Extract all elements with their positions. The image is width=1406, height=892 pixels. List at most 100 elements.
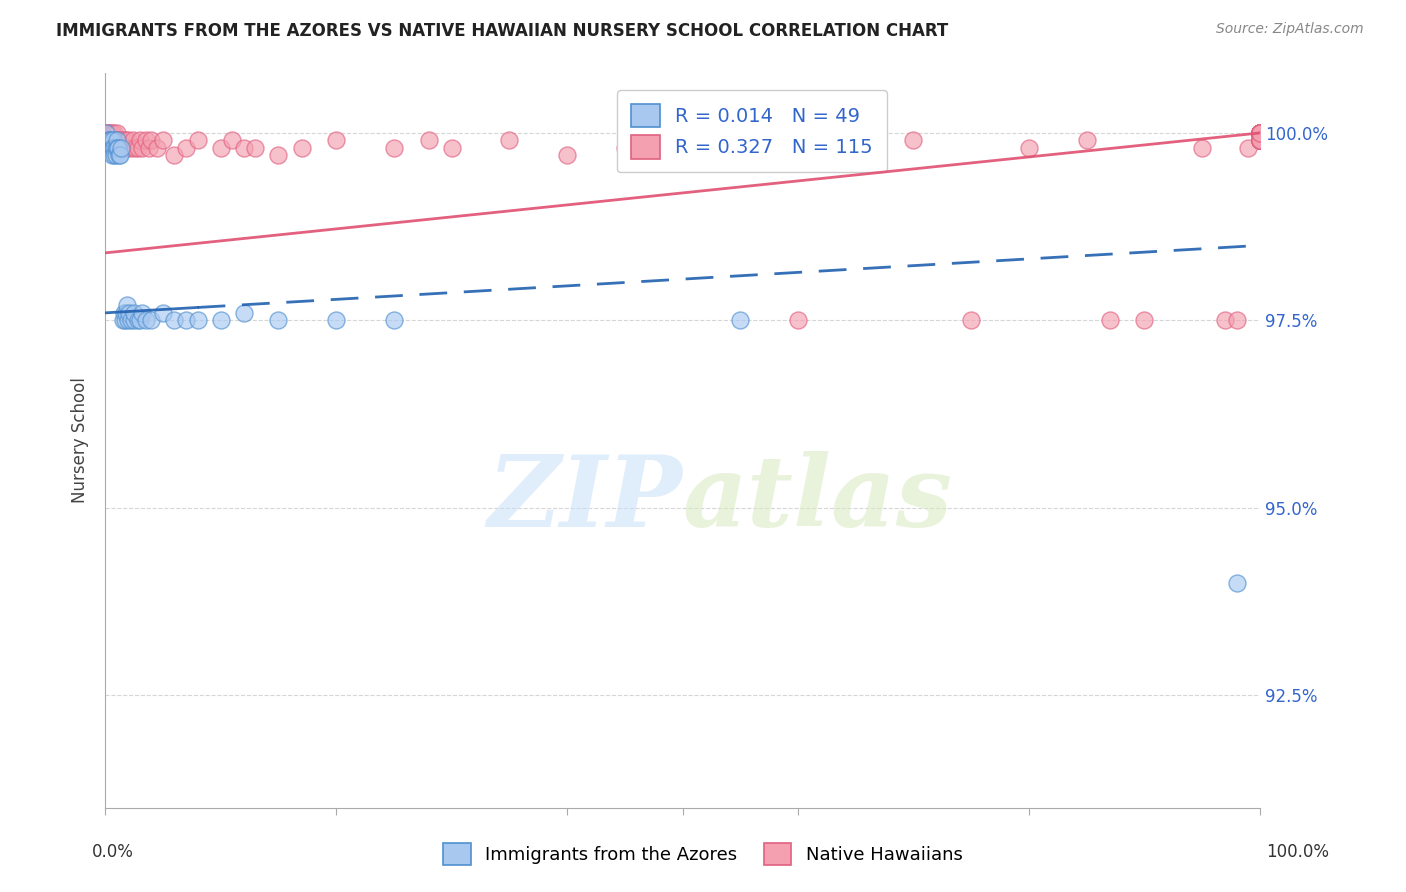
Point — [1249, 126, 1271, 140]
Point — [96, 126, 118, 140]
Point — [1249, 133, 1271, 147]
Point — [100, 141, 122, 155]
Point — [128, 313, 150, 327]
Point — [127, 313, 149, 327]
Point — [104, 141, 127, 155]
Point — [104, 148, 127, 162]
Point — [1249, 126, 1271, 140]
Point — [1249, 126, 1271, 140]
Point — [209, 141, 232, 155]
Point — [1249, 133, 1271, 147]
Point — [1249, 126, 1271, 140]
Point — [117, 133, 139, 147]
Point — [1249, 126, 1271, 140]
Point — [325, 133, 347, 147]
Point — [1249, 126, 1271, 140]
Point — [100, 141, 122, 155]
Point — [115, 133, 138, 147]
Point — [110, 148, 132, 162]
Point — [115, 306, 138, 320]
Point — [120, 141, 142, 155]
Point — [1249, 126, 1271, 140]
Point — [787, 313, 810, 327]
Point — [382, 313, 405, 327]
Point — [671, 133, 693, 147]
Point — [117, 313, 139, 327]
Point — [103, 148, 125, 162]
Point — [1098, 313, 1121, 327]
Point — [1226, 313, 1249, 327]
Point — [120, 313, 142, 327]
Point — [1249, 133, 1271, 147]
Point — [1249, 126, 1271, 140]
Text: atlas: atlas — [682, 450, 952, 548]
Point — [97, 126, 120, 140]
Point — [267, 313, 290, 327]
Point — [1249, 133, 1271, 147]
Point — [1249, 126, 1271, 140]
Point — [1249, 133, 1271, 147]
Point — [114, 313, 136, 327]
Point — [135, 133, 157, 147]
Point — [1249, 126, 1271, 140]
Point — [97, 133, 120, 147]
Point — [1249, 126, 1271, 140]
Point — [163, 148, 186, 162]
Point — [1249, 133, 1271, 147]
Point — [221, 133, 243, 147]
Point — [152, 306, 174, 320]
Point — [1249, 126, 1271, 140]
Point — [382, 141, 405, 155]
Point — [111, 141, 134, 155]
Point — [98, 126, 121, 140]
Point — [122, 306, 145, 320]
Legend: Immigrants from the Azores, Native Hawaiians: Immigrants from the Azores, Native Hawai… — [434, 834, 972, 874]
Point — [174, 313, 197, 327]
Point — [1249, 133, 1271, 147]
Point — [498, 133, 520, 147]
Point — [135, 313, 157, 327]
Point — [112, 133, 135, 147]
Point — [101, 141, 124, 155]
Point — [1249, 133, 1271, 147]
Point — [122, 133, 145, 147]
Point — [108, 148, 131, 162]
Point — [104, 141, 127, 155]
Point — [105, 133, 128, 147]
Point — [1249, 126, 1271, 140]
Point — [100, 133, 122, 147]
Point — [110, 141, 132, 155]
Point — [418, 133, 440, 147]
Point — [96, 126, 118, 140]
Point — [110, 141, 132, 155]
Point — [103, 141, 125, 155]
Text: ZIP: ZIP — [488, 450, 682, 548]
Point — [124, 141, 146, 155]
Point — [1249, 126, 1271, 140]
Point — [127, 141, 149, 155]
Point — [1249, 133, 1271, 147]
Point — [1249, 133, 1271, 147]
Point — [96, 141, 118, 155]
Point — [97, 133, 120, 147]
Point — [115, 298, 138, 312]
Point — [187, 133, 209, 147]
Point — [111, 313, 134, 327]
Point — [1249, 126, 1271, 140]
Point — [1249, 133, 1271, 147]
Point — [103, 133, 125, 147]
Point — [1249, 126, 1271, 140]
Legend: R = 0.014   N = 49, R = 0.327   N = 115: R = 0.014 N = 49, R = 0.327 N = 115 — [617, 90, 887, 172]
Point — [1191, 141, 1213, 155]
Point — [105, 126, 128, 140]
Point — [1249, 133, 1271, 147]
Point — [187, 313, 209, 327]
Y-axis label: Nursery School: Nursery School — [72, 377, 89, 503]
Point — [1249, 126, 1271, 140]
Point — [152, 133, 174, 147]
Point — [1249, 126, 1271, 140]
Point — [1018, 141, 1040, 155]
Point — [232, 141, 254, 155]
Point — [107, 133, 129, 147]
Point — [1249, 126, 1271, 140]
